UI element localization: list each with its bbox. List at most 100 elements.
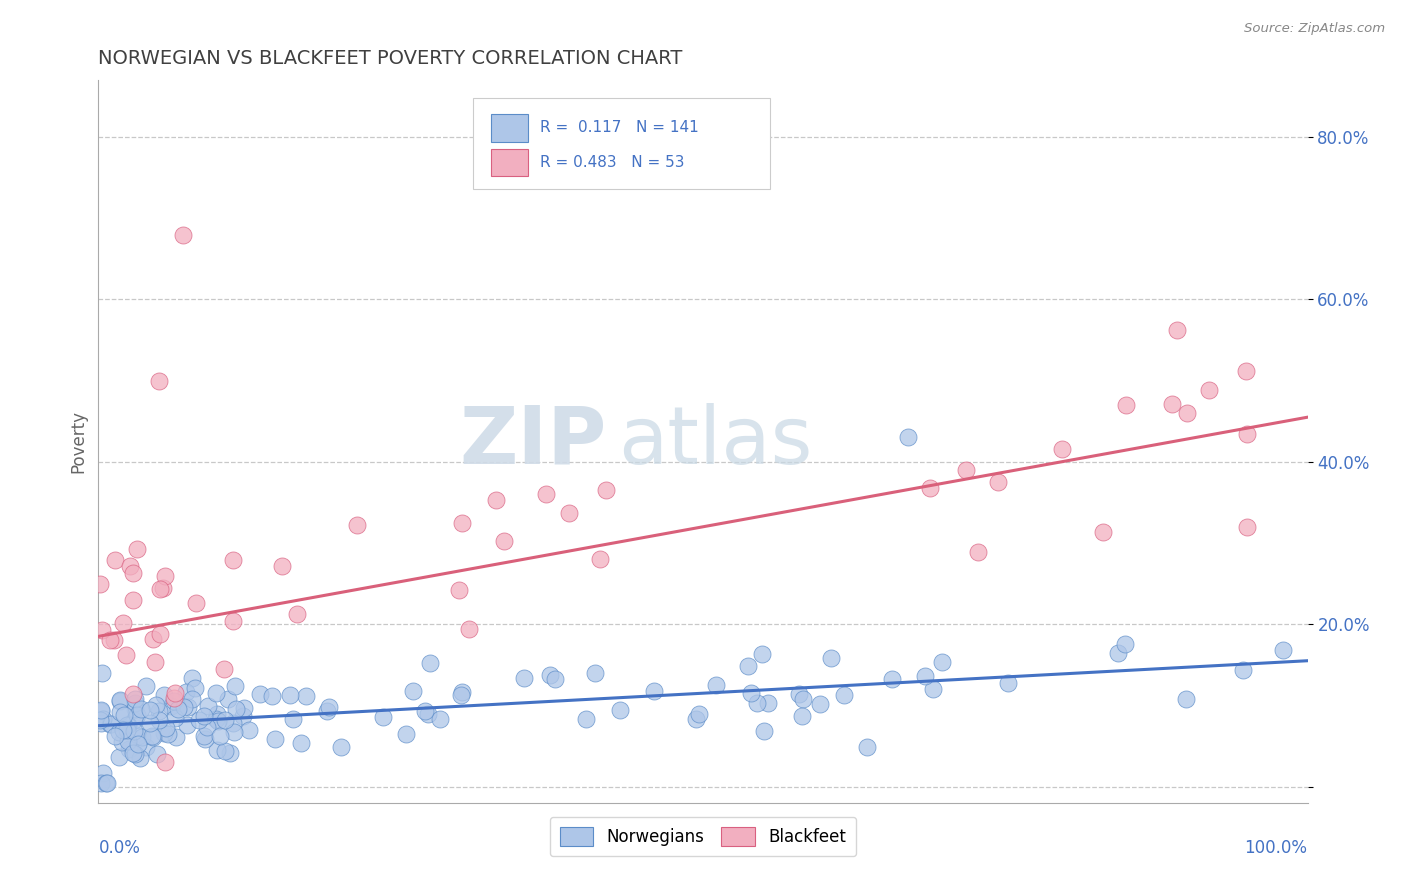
Point xyxy=(125,541,148,556)
Point xyxy=(1114,637,1136,651)
Point xyxy=(395,727,418,741)
Point xyxy=(214,744,236,758)
Point xyxy=(91,766,114,780)
Point xyxy=(188,714,211,728)
Point xyxy=(163,691,186,706)
Point xyxy=(371,710,394,724)
Point xyxy=(260,690,283,704)
Point xyxy=(643,684,665,698)
FancyBboxPatch shape xyxy=(492,114,527,142)
Point xyxy=(419,656,441,670)
Point xyxy=(264,732,287,747)
Point xyxy=(153,688,176,702)
Point xyxy=(125,707,148,722)
Point xyxy=(181,671,204,685)
Point xyxy=(225,702,247,716)
Point xyxy=(117,717,139,731)
Point xyxy=(238,723,260,738)
Point xyxy=(485,492,508,507)
Point xyxy=(193,732,215,747)
Point xyxy=(754,724,776,739)
Point xyxy=(118,741,141,756)
Point xyxy=(127,729,149,743)
Point xyxy=(148,704,170,718)
Point xyxy=(193,708,215,723)
Point xyxy=(987,475,1010,489)
Point xyxy=(111,735,134,749)
Point xyxy=(955,463,977,477)
Point xyxy=(166,702,188,716)
Text: atlas: atlas xyxy=(619,402,813,481)
Point xyxy=(918,481,941,495)
Point xyxy=(108,693,131,707)
Text: R =  0.117   N = 141: R = 0.117 N = 141 xyxy=(540,120,699,136)
Point xyxy=(1272,643,1295,657)
Point xyxy=(740,686,762,700)
Point xyxy=(494,534,516,549)
Point xyxy=(149,582,172,596)
Point xyxy=(318,699,340,714)
Point xyxy=(997,676,1019,690)
Point xyxy=(135,740,157,755)
Point xyxy=(737,659,759,673)
Point xyxy=(221,716,243,731)
Point xyxy=(418,706,440,721)
Point xyxy=(112,723,135,738)
Point xyxy=(124,702,146,716)
Point xyxy=(316,704,339,718)
Point xyxy=(429,713,451,727)
Point xyxy=(117,733,139,747)
Point xyxy=(172,227,194,242)
Point xyxy=(401,684,423,698)
Point xyxy=(90,775,112,789)
Point xyxy=(122,713,145,727)
Point xyxy=(124,691,146,706)
Point xyxy=(207,714,229,728)
Point xyxy=(704,678,727,692)
Point xyxy=(882,673,904,687)
Point xyxy=(122,687,145,701)
Point xyxy=(96,775,118,789)
Point xyxy=(129,750,152,764)
Point xyxy=(155,721,177,735)
Point xyxy=(104,553,127,567)
Point xyxy=(195,720,218,734)
Point xyxy=(103,633,125,648)
Point xyxy=(285,607,308,622)
Point xyxy=(205,686,228,700)
Point xyxy=(451,516,474,530)
Point xyxy=(205,743,228,757)
Text: 0.0%: 0.0% xyxy=(98,838,141,857)
Point xyxy=(205,707,228,722)
Point xyxy=(153,725,176,739)
FancyBboxPatch shape xyxy=(492,149,527,177)
Point xyxy=(751,647,773,661)
Point xyxy=(558,506,581,520)
Point xyxy=(513,671,536,685)
Point xyxy=(1160,397,1182,411)
Point xyxy=(163,686,186,700)
Point xyxy=(135,679,157,693)
Point xyxy=(810,698,832,712)
Point xyxy=(575,712,598,726)
Point xyxy=(142,730,165,744)
Point xyxy=(1232,664,1254,678)
Point xyxy=(914,669,936,683)
Point xyxy=(163,711,186,725)
Point xyxy=(174,685,197,699)
Text: R = 0.483   N = 53: R = 0.483 N = 53 xyxy=(540,155,685,170)
Point xyxy=(1236,426,1258,441)
Point xyxy=(124,747,146,761)
Point xyxy=(127,737,149,751)
Point xyxy=(152,581,174,595)
Point xyxy=(1175,406,1198,420)
Point xyxy=(1198,383,1220,397)
Point xyxy=(922,682,945,697)
Point xyxy=(163,694,186,708)
Point xyxy=(89,713,111,727)
Text: 100.0%: 100.0% xyxy=(1244,838,1308,857)
Point xyxy=(792,708,814,723)
Point xyxy=(450,688,472,702)
Point xyxy=(141,729,163,743)
Point xyxy=(1115,398,1137,412)
